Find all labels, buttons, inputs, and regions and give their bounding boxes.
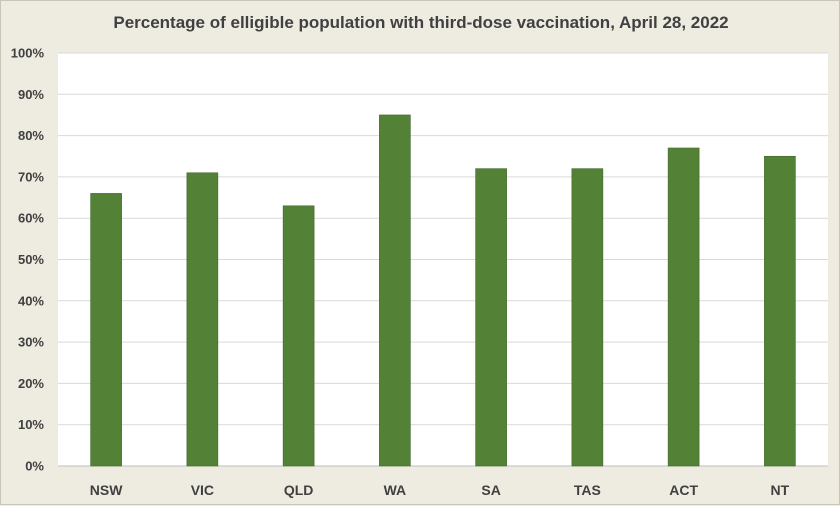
y-tick-label: 30% bbox=[18, 335, 44, 350]
grid-lines bbox=[58, 52, 828, 467]
y-tick-label: 0% bbox=[25, 459, 44, 474]
y-tick-label: 100% bbox=[11, 46, 45, 61]
bar-qld bbox=[282, 205, 315, 467]
y-tick-label: 10% bbox=[18, 417, 44, 432]
bar-sa bbox=[475, 168, 507, 467]
x-tick-label: WA bbox=[384, 482, 407, 498]
x-tick-label: SA bbox=[481, 482, 500, 498]
y-tick-label: 90% bbox=[18, 87, 44, 102]
bar-tas bbox=[571, 168, 604, 467]
bar-nt bbox=[764, 155, 796, 467]
bars bbox=[90, 114, 796, 467]
x-tick-label: ACT bbox=[669, 482, 698, 498]
y-tick-label: 60% bbox=[18, 211, 44, 226]
x-tick-label: QLD bbox=[284, 482, 314, 498]
chart-title: Percentage of elligible population with … bbox=[113, 13, 729, 32]
y-axis: 0% 10% 20% 30% 40% 50% 60% 70% 80% 90% 100% bbox=[11, 46, 45, 474]
y-tick-label: 50% bbox=[18, 252, 44, 267]
y-tick-label: 80% bbox=[18, 128, 44, 143]
bar-act bbox=[667, 147, 700, 467]
x-tick-label: NT bbox=[771, 482, 790, 498]
y-tick-label: 70% bbox=[18, 169, 44, 184]
y-tick-label: 20% bbox=[18, 376, 44, 391]
x-tick-label: TAS bbox=[574, 482, 601, 498]
bar-wa bbox=[379, 114, 411, 467]
bar-nsw bbox=[90, 193, 122, 467]
x-tick-label: VIC bbox=[191, 482, 214, 498]
x-axis: NSW VIC QLD WA SA TAS ACT NT bbox=[90, 482, 790, 498]
x-tick-label: NSW bbox=[90, 482, 123, 498]
y-tick-label: 40% bbox=[18, 293, 44, 308]
bar-vic bbox=[186, 172, 219, 467]
